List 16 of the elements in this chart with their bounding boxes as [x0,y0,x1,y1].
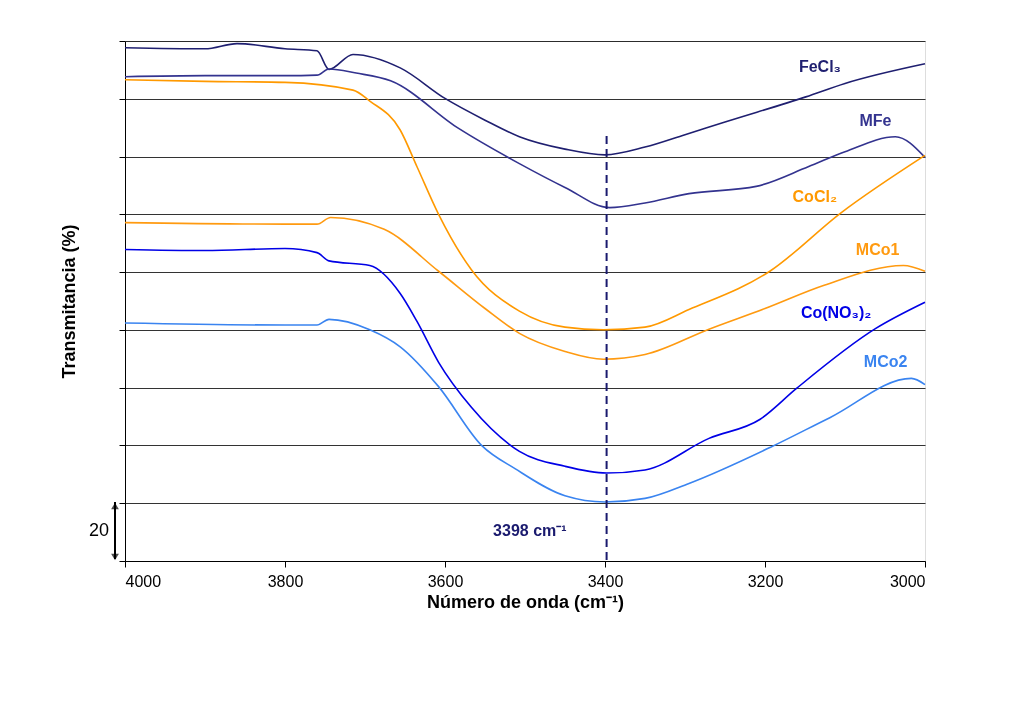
x-tick-label: 3000 [889,572,926,590]
series-label: CoCl₂ [792,187,837,205]
series-label: MCo1 [855,240,900,258]
series-label: MCo2 [863,353,908,371]
ref-line-label: 3398 cm⁻¹ [493,522,567,539]
series-label: MFe [859,111,892,129]
y-axis-title: Transmitancia (%) [59,224,79,379]
series-label: Co(NO₃)₂ [800,303,872,321]
text: 20 [88,520,109,540]
x-tick-label: 3800 [267,572,304,590]
x-axis-title: Número de onda (cm⁻¹) [426,591,625,612]
x-tick-label: 4000 [125,572,162,590]
series-label: FeCl₃ [798,58,841,76]
x-tick-label: 3600 [427,572,464,590]
x-tick-label: 3400 [587,572,624,590]
x-tick-label: 3200 [747,572,784,590]
